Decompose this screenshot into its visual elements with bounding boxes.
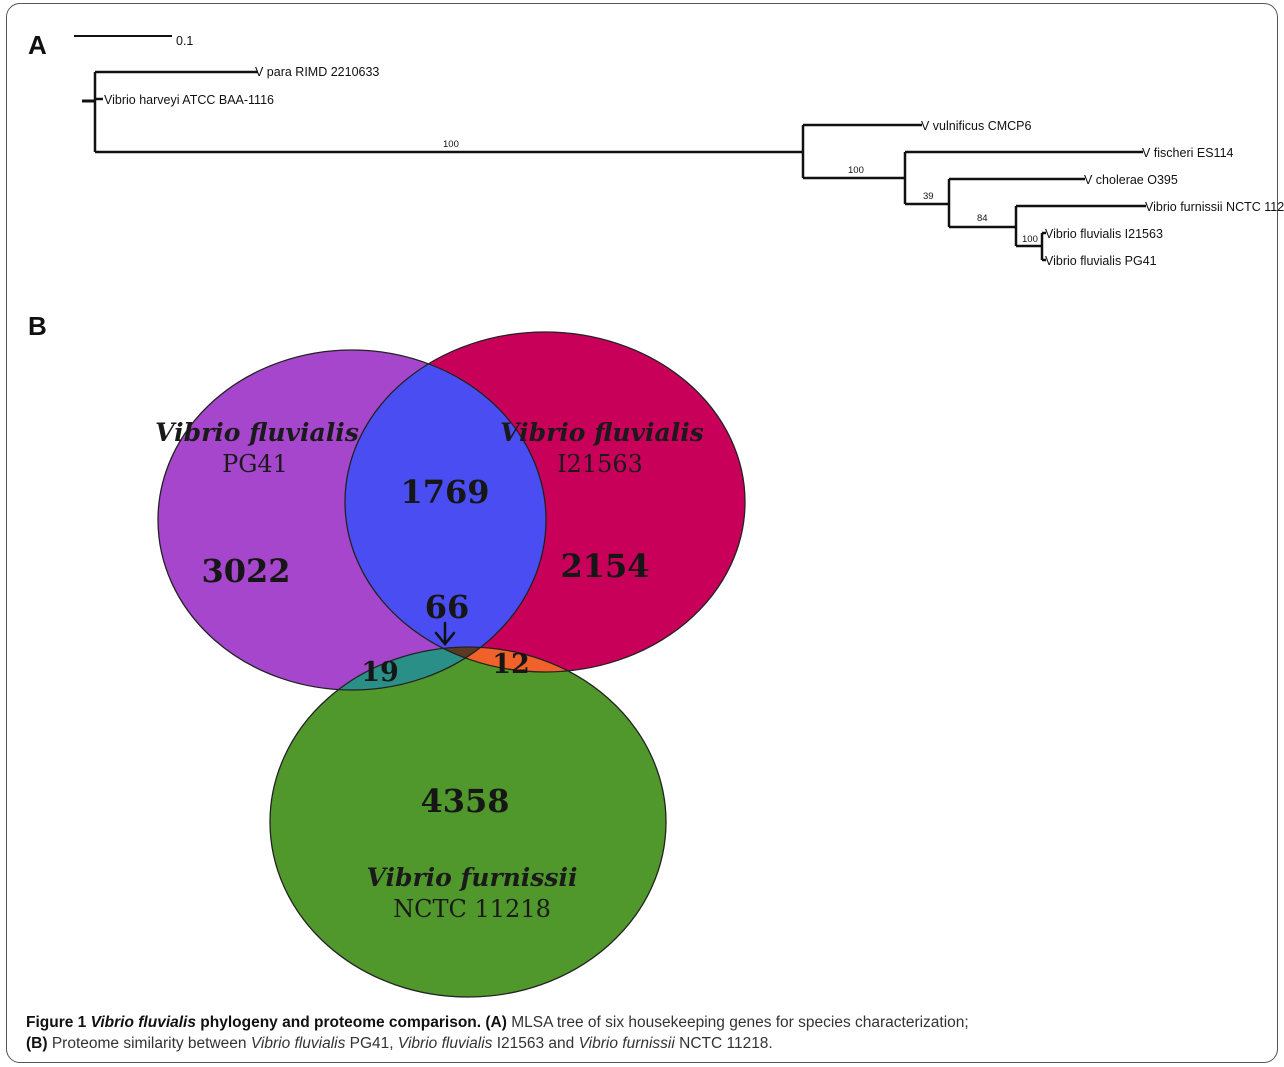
caption-part-a-text: MLSA tree of six housekeeping genes for … — [511, 1014, 969, 1031]
phylogenetic-tree — [74, 35, 1146, 262]
caption-part-b-label: (B) — [26, 1035, 48, 1052]
support-value: 100 — [1022, 234, 1038, 245]
set-name-i21563: Vibrio fluvialis — [500, 418, 704, 447]
venn-outline-pg41 — [157, 349, 547, 691]
scale-label: 0.1 — [176, 34, 193, 48]
caption-part-a-label: (A) — [485, 1014, 507, 1031]
taxon-v-para: V para RIMD 2210633 — [255, 65, 379, 79]
count-pg41-furnissii: 19 — [361, 657, 399, 688]
caption-title: phylogeny and proteome comparison. — [200, 1014, 482, 1031]
taxon-v-fluvialis-i21563: Vibrio fluvialis I21563 — [1045, 227, 1163, 241]
set-name-furnissii: Vibrio furnissii — [367, 863, 578, 892]
taxon-v-vulnificus: V vulnificus CMCP6 — [921, 119, 1031, 133]
venn-diagram — [157, 331, 746, 998]
caption-species-1: Vibrio fluvialis — [250, 1035, 346, 1052]
taxon-v-harveyi: Vibrio harveyi ATCC BAA-1116 — [104, 93, 274, 107]
caption-strain-1: PG41, — [349, 1035, 394, 1052]
support-value: 84 — [977, 213, 988, 224]
arrow-down-icon — [434, 621, 456, 646]
taxon-v-furnissii: Vibrio furnissii NCTC 11218 — [1145, 200, 1284, 214]
caption-part-b-text: Proteome similarity between — [51, 1035, 247, 1052]
count-i21563-furnissii: 12 — [492, 649, 530, 680]
figure-frame — [6, 3, 1278, 1063]
set-strain-furnissii: NCTC 11218 — [393, 895, 551, 923]
venn-outline-i21563 — [344, 331, 746, 673]
taxon-v-fischeri: V fischeri ES114 — [1142, 146, 1234, 160]
support-value: 100 — [848, 165, 864, 176]
support-value: 39 — [923, 191, 934, 202]
caption-species-2: Vibrio fluvialis — [397, 1035, 493, 1052]
panel-b-label: B — [28, 311, 47, 341]
figure-caption: Figure 1 Vibrio fluvialis phylogeny and … — [26, 1012, 1266, 1054]
taxon-v-cholerae: V cholerae O395 — [1084, 173, 1178, 187]
venn-outline-furnissii — [269, 646, 667, 998]
support-value: 100 — [443, 139, 459, 150]
caption-strain-2: I21563 and — [496, 1035, 575, 1052]
taxon-v-fluvialis-pg41: Vibrio fluvialis PG41 — [1045, 254, 1157, 268]
count-all-three: 66 — [425, 588, 470, 626]
set-strain-i21563: I21563 — [557, 450, 643, 478]
count-pg41-i21563: 1769 — [400, 473, 489, 511]
count-pg41-only: 3022 — [201, 552, 290, 590]
caption-strain-3: NCTC 11218. — [679, 1035, 773, 1052]
caption-title-species: Vibrio fluvialis — [90, 1014, 196, 1031]
caption-figure-label: Figure 1 — [26, 1014, 87, 1031]
count-furnissii-only: 4358 — [420, 782, 509, 820]
panel-a-label: A — [28, 30, 47, 60]
count-i21563-only: 2154 — [560, 547, 649, 585]
set-name-pg41: Vibrio fluvialis — [155, 418, 359, 447]
venn-region-furnissii — [270, 647, 666, 997]
set-strain-pg41: PG41 — [222, 450, 288, 478]
caption-species-3: Vibrio furnissii — [578, 1035, 675, 1052]
